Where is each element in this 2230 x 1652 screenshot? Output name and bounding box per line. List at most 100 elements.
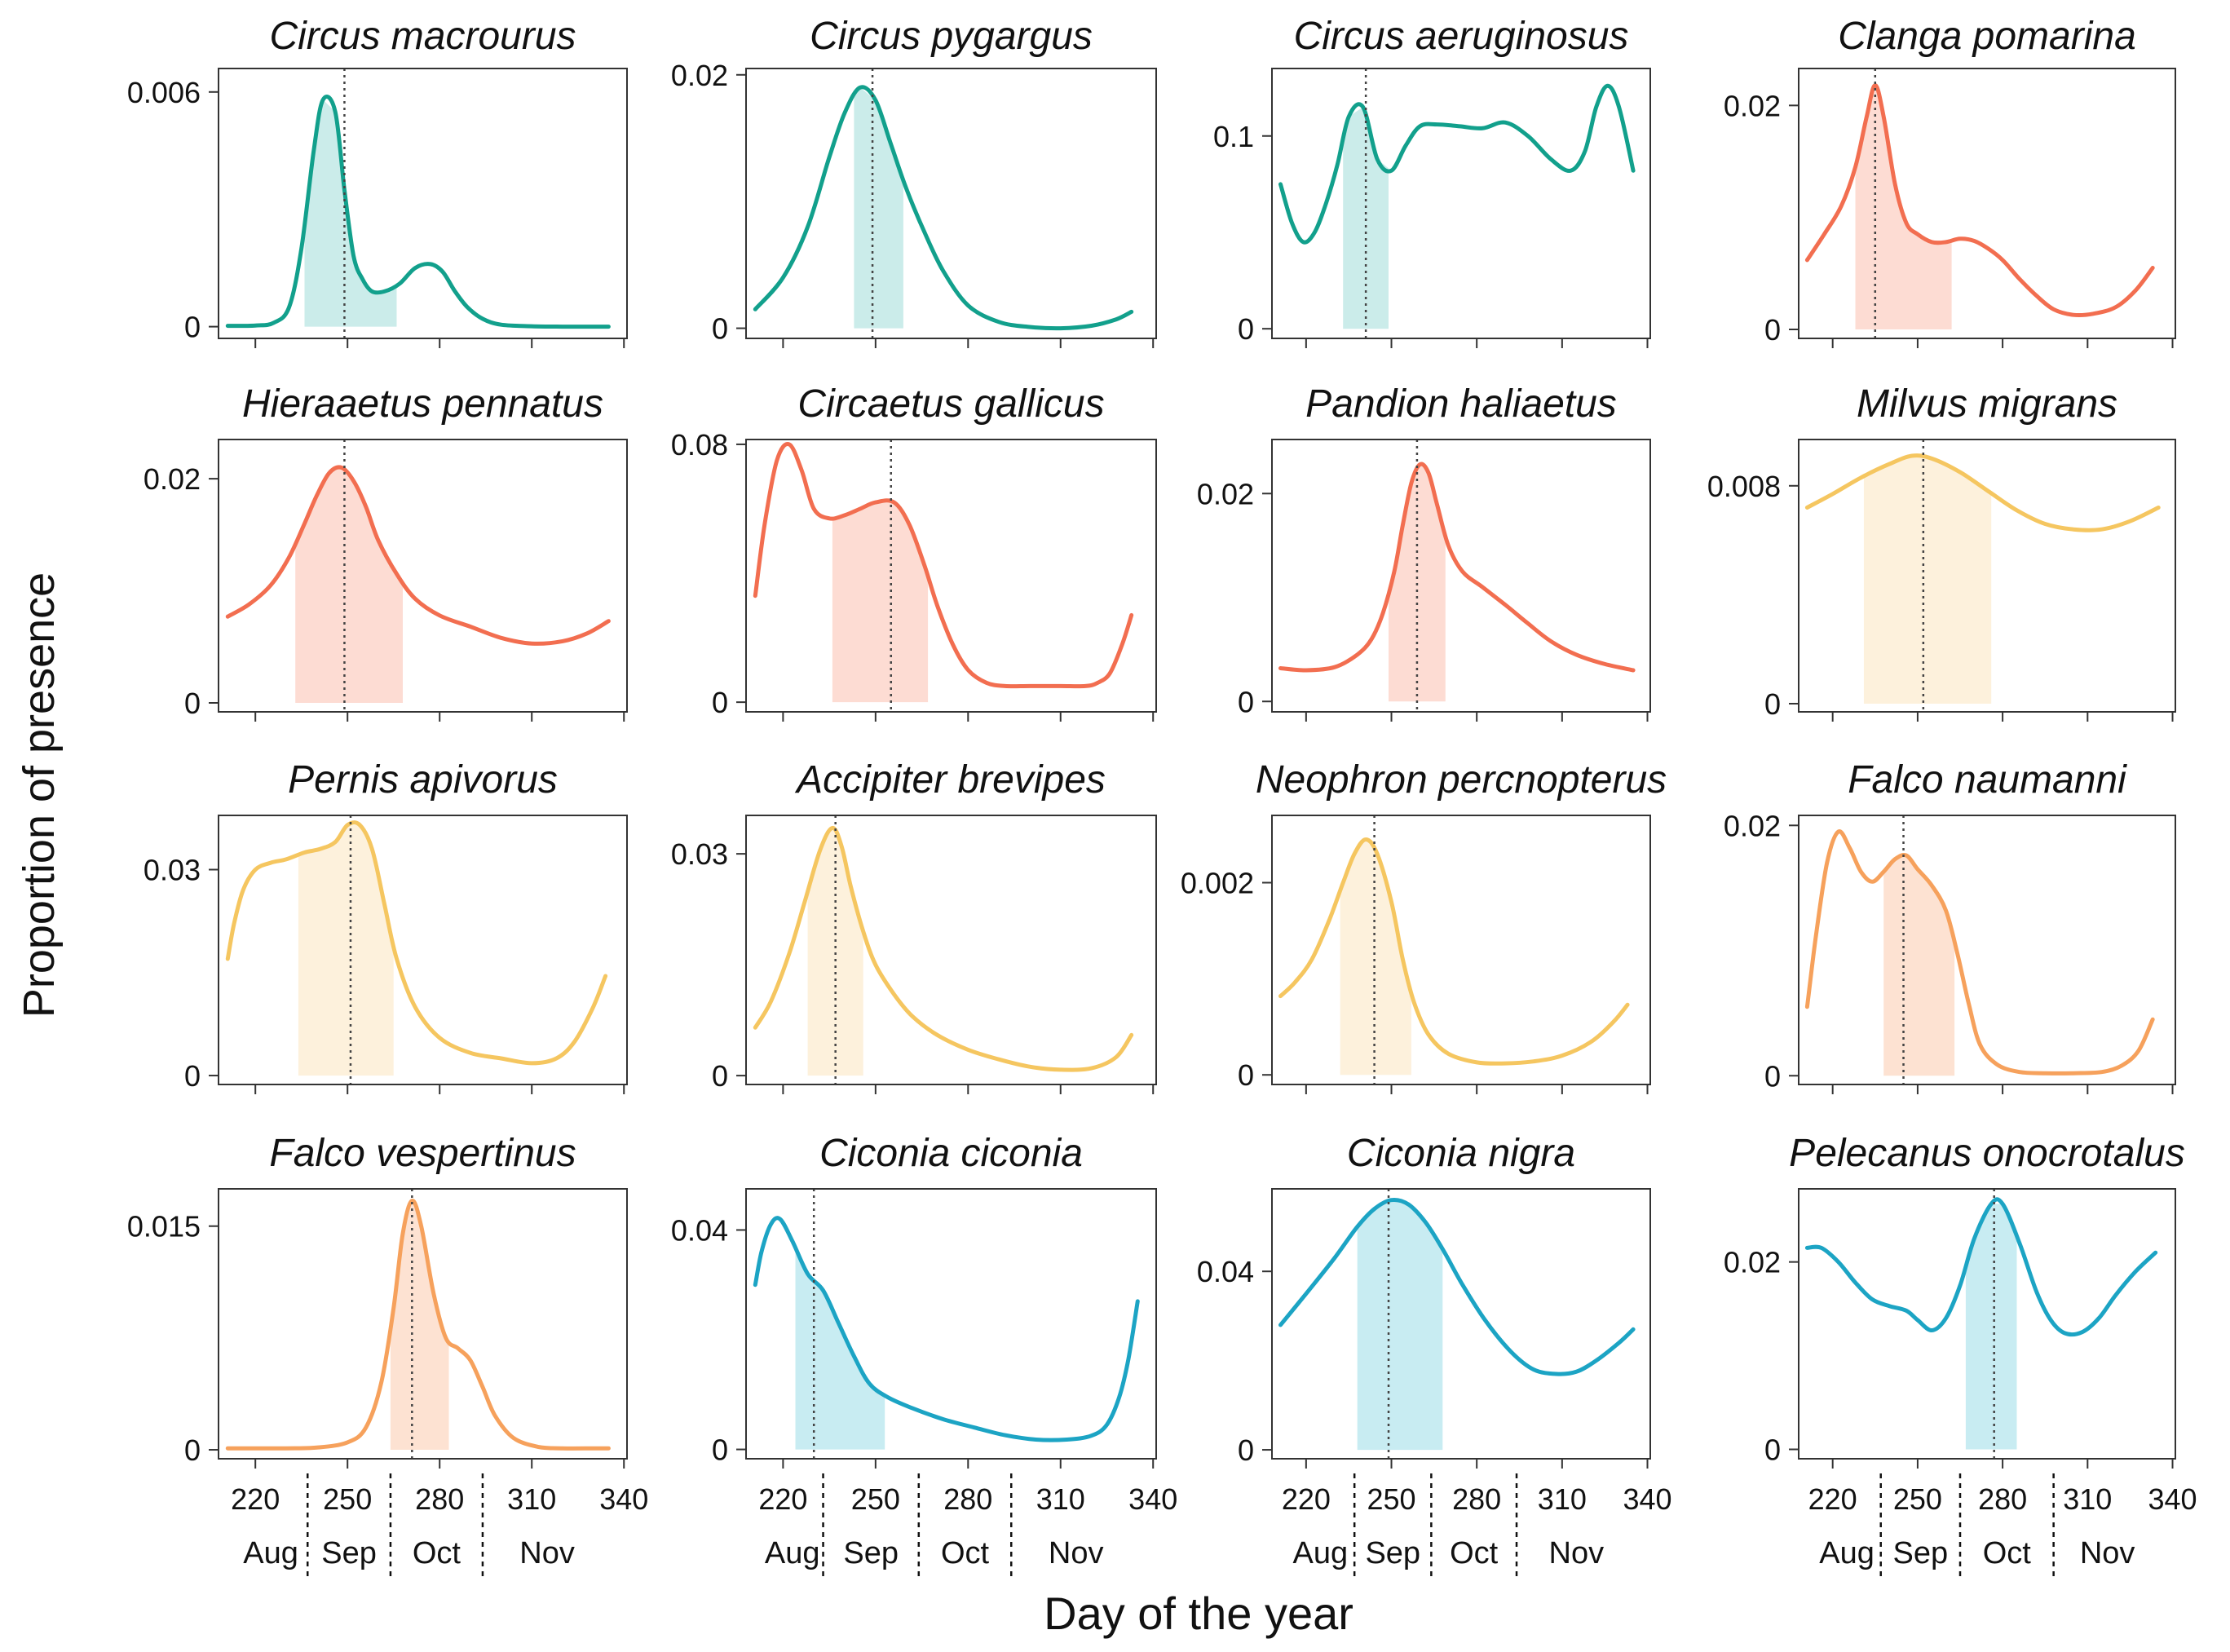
plot-frame bbox=[745, 1188, 1157, 1460]
month-label: Oct bbox=[1983, 1536, 2032, 1570]
x-tick-label: 340 bbox=[1623, 1482, 1671, 1516]
x-tick-label: 310 bbox=[507, 1482, 556, 1516]
y-tick-label: 0 bbox=[712, 1059, 728, 1093]
panel-hieraaetus-pennatus: Hieraaetus pennatus 0 0.02 bbox=[144, 382, 628, 722]
month-label: Sep bbox=[321, 1536, 377, 1570]
x-tick-label: 310 bbox=[1036, 1482, 1085, 1516]
panel-title: Clanga pomarina bbox=[1838, 15, 2136, 58]
peak-band bbox=[1863, 456, 1992, 704]
y-tick-label: 0 bbox=[1238, 1058, 1254, 1092]
plot-frame bbox=[745, 815, 1157, 1085]
x-tick-label: 220 bbox=[231, 1482, 280, 1516]
presence-curve bbox=[753, 442, 1134, 689]
panel-title: Milvus migrans bbox=[1857, 382, 2117, 426]
y-tick-label: 0.008 bbox=[1707, 470, 1781, 503]
panel-pernis-apivorus: Pernis apivorus 0 0.03 bbox=[144, 758, 628, 1094]
y-tick-label: 0 bbox=[1764, 1433, 1781, 1467]
x-tick-label: 220 bbox=[758, 1482, 807, 1516]
x-tick-label: 250 bbox=[1367, 1482, 1415, 1516]
presence-curve bbox=[753, 1216, 1140, 1442]
month-label: Nov bbox=[1549, 1536, 1605, 1570]
panel-grid: Circus macrourus 0 0.006 Circus pygargus 0 0.… bbox=[127, 15, 2197, 1581]
presence-curve bbox=[225, 465, 611, 646]
y-tick-label: 0 bbox=[712, 312, 728, 346]
panel-pandion-haliaetus: Pandion haliaetus 0 0.02 bbox=[1197, 382, 1651, 722]
y-tick-label: 0 bbox=[1764, 1059, 1781, 1093]
plot-frame bbox=[1798, 68, 2176, 339]
y-tick-label: 0 bbox=[1238, 312, 1254, 346]
presence-curve bbox=[753, 825, 1134, 1072]
x-tick-label: 340 bbox=[1128, 1482, 1177, 1516]
peak-band bbox=[1883, 855, 1955, 1076]
x-tick-label: 280 bbox=[415, 1482, 464, 1516]
month-label: Oct bbox=[413, 1536, 461, 1570]
plot-frame bbox=[218, 439, 628, 713]
peak-band bbox=[1340, 840, 1411, 1076]
peak-band bbox=[795, 1248, 885, 1450]
panel-title: Ciconia ciconia bbox=[819, 1132, 1083, 1175]
panel-circus-macrourus: Circus macrourus 0 0.006 bbox=[127, 15, 628, 348]
y-tick-label: 0.02 bbox=[1197, 477, 1254, 510]
presence-curve bbox=[1804, 829, 2155, 1076]
presence-curve bbox=[1278, 837, 1630, 1066]
presence-curve bbox=[1804, 83, 2155, 318]
month-label: Aug bbox=[765, 1536, 820, 1570]
plot-frame bbox=[218, 1188, 628, 1460]
plot-frame bbox=[1271, 439, 1651, 713]
month-label: Sep bbox=[1365, 1536, 1420, 1570]
y-tick-label: 0.02 bbox=[671, 59, 728, 92]
panel-circus-pygargus: Circus pygargus 0 0.02 bbox=[671, 15, 1157, 348]
x-tick-label: 220 bbox=[1282, 1482, 1331, 1516]
x-tick-label: 280 bbox=[1978, 1482, 2027, 1516]
peak-band bbox=[295, 467, 403, 703]
panel-pelecanus-onocrotalus: Pelecanus onocrotalus 0 0.02 220 250 280 310 34… bbox=[1724, 1132, 2197, 1581]
x-tick-label: 310 bbox=[1538, 1482, 1587, 1516]
y-axis-label: Proportion of presence bbox=[15, 572, 64, 1018]
presence-curve bbox=[1804, 453, 2161, 532]
x-tick-label: 250 bbox=[1893, 1482, 1942, 1516]
panel-title: Pandion haliaetus bbox=[1305, 382, 1617, 426]
y-tick-label: 0 bbox=[712, 1433, 728, 1467]
plot-frame bbox=[745, 68, 1157, 339]
month-label: Oct bbox=[941, 1536, 990, 1570]
peak-band bbox=[1965, 1204, 2017, 1450]
peak-band bbox=[390, 1201, 449, 1450]
x-tick-label: 340 bbox=[2148, 1482, 2197, 1516]
y-tick-label: 0.002 bbox=[1181, 867, 1254, 900]
y-tick-label: 0.03 bbox=[144, 854, 201, 887]
presence-curve bbox=[225, 1199, 611, 1451]
y-tick-label: 0.04 bbox=[1197, 1255, 1254, 1288]
panel-falco-vespertinus: Falco vespertinus 0 0.015 220 250 280 310 340 Au… bbox=[127, 1132, 648, 1581]
y-tick-label: 0 bbox=[1764, 687, 1781, 721]
month-label: Nov bbox=[519, 1536, 575, 1570]
plot-frame bbox=[218, 815, 628, 1085]
plot-frame bbox=[1798, 439, 2176, 713]
peak-band bbox=[1855, 87, 1952, 329]
panel-title: Accipiter brevipes bbox=[794, 758, 1106, 802]
month-label: Aug bbox=[1819, 1536, 1875, 1570]
y-tick-label: 0.04 bbox=[671, 1213, 728, 1247]
y-tick-label: 0.006 bbox=[127, 76, 201, 109]
month-label: Aug bbox=[243, 1536, 298, 1570]
y-tick-label: 0 bbox=[1238, 685, 1254, 718]
panel-title: Circus macrourus bbox=[269, 15, 576, 58]
y-tick-label: 0.1 bbox=[1213, 120, 1254, 153]
y-tick-label: 0 bbox=[184, 687, 201, 720]
y-tick-label: 0.08 bbox=[671, 428, 728, 462]
month-label: Sep bbox=[1893, 1536, 1949, 1570]
plot-frame bbox=[1271, 815, 1651, 1085]
presence-curve bbox=[1278, 83, 1636, 245]
y-tick-label: 0 bbox=[1764, 313, 1781, 347]
y-tick-label: 0 bbox=[184, 311, 201, 344]
presence-curve bbox=[1278, 1197, 1636, 1376]
plot-frame bbox=[1271, 1188, 1651, 1460]
peak-band bbox=[854, 87, 903, 329]
plot-frame bbox=[1798, 1188, 2176, 1460]
x-tick-label: 250 bbox=[323, 1482, 372, 1516]
month-label: Nov bbox=[1049, 1536, 1104, 1570]
panel-clanga-pomarina: Clanga pomarina 0 0.02 bbox=[1724, 15, 2176, 348]
presence-curve bbox=[1804, 1197, 2158, 1337]
x-tick-label: 310 bbox=[2063, 1482, 2112, 1516]
plot-frame bbox=[745, 439, 1157, 713]
